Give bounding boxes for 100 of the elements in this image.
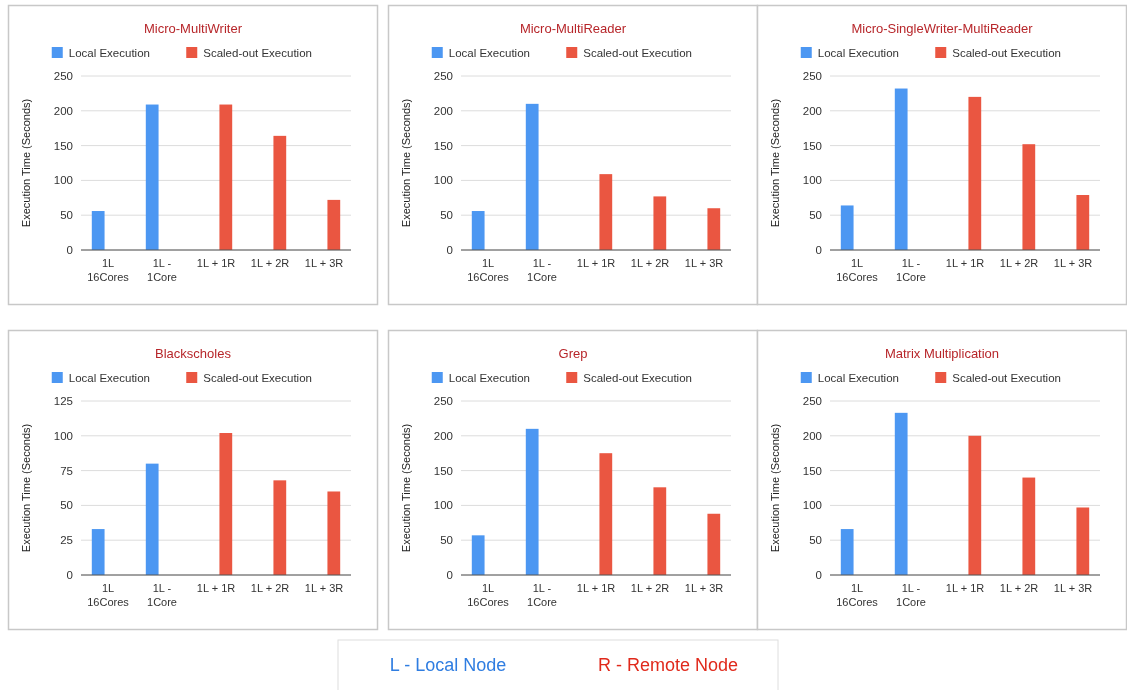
y-axis-title: Execution Time (Seconds) [20, 423, 32, 553]
y-tick-label: 0 [815, 244, 822, 256]
x-tick-label: 1L + 1R [196, 582, 236, 594]
y-tick-label: 200 [53, 104, 73, 117]
y-tick-label: 0 [66, 569, 73, 581]
x-tick-label: 1L + 1R [945, 582, 985, 594]
y-tick-label: 150 [802, 139, 822, 152]
bar [471, 211, 485, 250]
x-tick-label: 1L + 2R [250, 257, 290, 269]
bar [599, 174, 613, 250]
x-tick-label: 1L 16Cores [467, 257, 510, 283]
x-tick-label: 1L + 1R [576, 582, 616, 594]
chart-title: Blackscholes [155, 346, 232, 361]
y-axis-title: Execution Time (Seconds) [20, 98, 32, 228]
legend-label: Scaled-out Execution [583, 372, 692, 384]
y-axis-title: Execution Time (Seconds) [769, 423, 781, 553]
y-tick-label: 150 [433, 139, 453, 152]
x-tick-label: 1L 16Cores [87, 582, 130, 608]
bar [894, 412, 908, 575]
bar [219, 104, 233, 250]
legend-label: Local Execution [448, 47, 530, 59]
x-tick-label: 1L - 1Core [896, 582, 926, 608]
x-tick-label: 1L + 3R [1053, 582, 1093, 594]
bar [968, 96, 982, 250]
legend-label: Scaled-out Execution [952, 372, 1061, 384]
y-tick-label: 250 [433, 70, 453, 82]
bar [840, 529, 854, 575]
x-tick-label: 1L + 3R [1053, 257, 1093, 269]
x-tick-label: 1L + 2R [999, 582, 1039, 594]
y-tick-label: 150 [53, 139, 73, 152]
y-tick-label: 50 [440, 534, 453, 547]
x-tick-label: 1L + 2R [630, 582, 670, 594]
legend-label: Scaled-out Execution [203, 372, 312, 384]
y-tick-label: 200 [802, 104, 822, 117]
x-tick-label: 1L 16Cores [836, 257, 879, 283]
y-tick-label: 0 [446, 569, 453, 581]
legend-label: Scaled-out Execution [203, 47, 312, 59]
x-tick-label: 1L + 3R [684, 257, 724, 269]
y-tick-label: 50 [809, 534, 822, 547]
bar [145, 463, 159, 575]
x-tick-label: 1L + 2R [630, 257, 670, 269]
bar [91, 211, 105, 250]
bar [968, 435, 982, 575]
bar [1022, 144, 1036, 250]
bar [91, 529, 105, 575]
bar [1076, 507, 1090, 575]
y-tick-label: 200 [433, 104, 453, 117]
legend-label: Local Execution [68, 372, 150, 384]
x-tick-label: 1L + 1R [576, 257, 616, 269]
y-tick-label: 100 [433, 174, 453, 187]
x-tick-label: 1L - 1Core [147, 582, 177, 608]
x-tick-label: 1L + 3R [684, 582, 724, 594]
y-tick-label: 0 [815, 569, 822, 581]
y-tick-label: 125 [53, 395, 73, 407]
bar [525, 103, 539, 250]
y-tick-label: 150 [802, 464, 822, 477]
chart-title: Grep [558, 346, 588, 361]
text: R - Remote Node [597, 655, 739, 675]
bar [707, 513, 721, 575]
bar [145, 104, 159, 250]
y-tick-label: 50 [809, 209, 822, 222]
x-tick-label: 1L + 3R [304, 257, 344, 269]
bar [219, 433, 233, 575]
bar [327, 199, 341, 250]
bar [273, 135, 287, 250]
legend-label: Scaled-out Execution [583, 47, 692, 59]
bar [653, 196, 667, 250]
y-tick-label: 0 [446, 244, 453, 256]
bar [471, 535, 485, 575]
y-tick-label: 250 [53, 70, 73, 82]
bar [894, 88, 908, 250]
bar [525, 428, 539, 575]
y-tick-label: 100 [53, 174, 73, 187]
x-tick-label: 1L - 1Core [896, 257, 926, 283]
x-tick-label: 1L + 1R [945, 257, 985, 269]
legend-label: Local Execution [68, 47, 150, 59]
y-axis-title: Execution Time (Seconds) [400, 423, 412, 553]
y-tick-label: 200 [433, 429, 453, 442]
legend-label: Scaled-out Execution [952, 47, 1061, 59]
bar [653, 487, 667, 575]
chart-title: Micro-SingleWriter-MultiReader [851, 21, 1034, 36]
y-tick-label: 25 [60, 534, 73, 547]
y-axis-title: Execution Time (Seconds) [769, 98, 781, 228]
y-tick-label: 100 [433, 499, 453, 512]
y-tick-label: 250 [802, 395, 822, 407]
bar [599, 453, 613, 575]
x-tick-label: 1L - 1Core [527, 257, 557, 283]
bar [707, 208, 721, 250]
y-tick-label: 250 [433, 395, 453, 407]
text: L - Local Node [389, 655, 507, 675]
legend-label: Local Execution [448, 372, 530, 384]
y-tick-label: 50 [440, 209, 453, 222]
bar [327, 491, 341, 575]
y-axis-title: Execution Time (Seconds) [400, 98, 412, 228]
bar [1022, 477, 1036, 575]
y-tick-label: 100 [802, 499, 822, 512]
bar [840, 205, 854, 250]
legend-label: Local Execution [817, 372, 899, 384]
x-tick-label: 1L + 3R [304, 582, 344, 594]
x-tick-label: 1L - 1Core [147, 257, 177, 283]
